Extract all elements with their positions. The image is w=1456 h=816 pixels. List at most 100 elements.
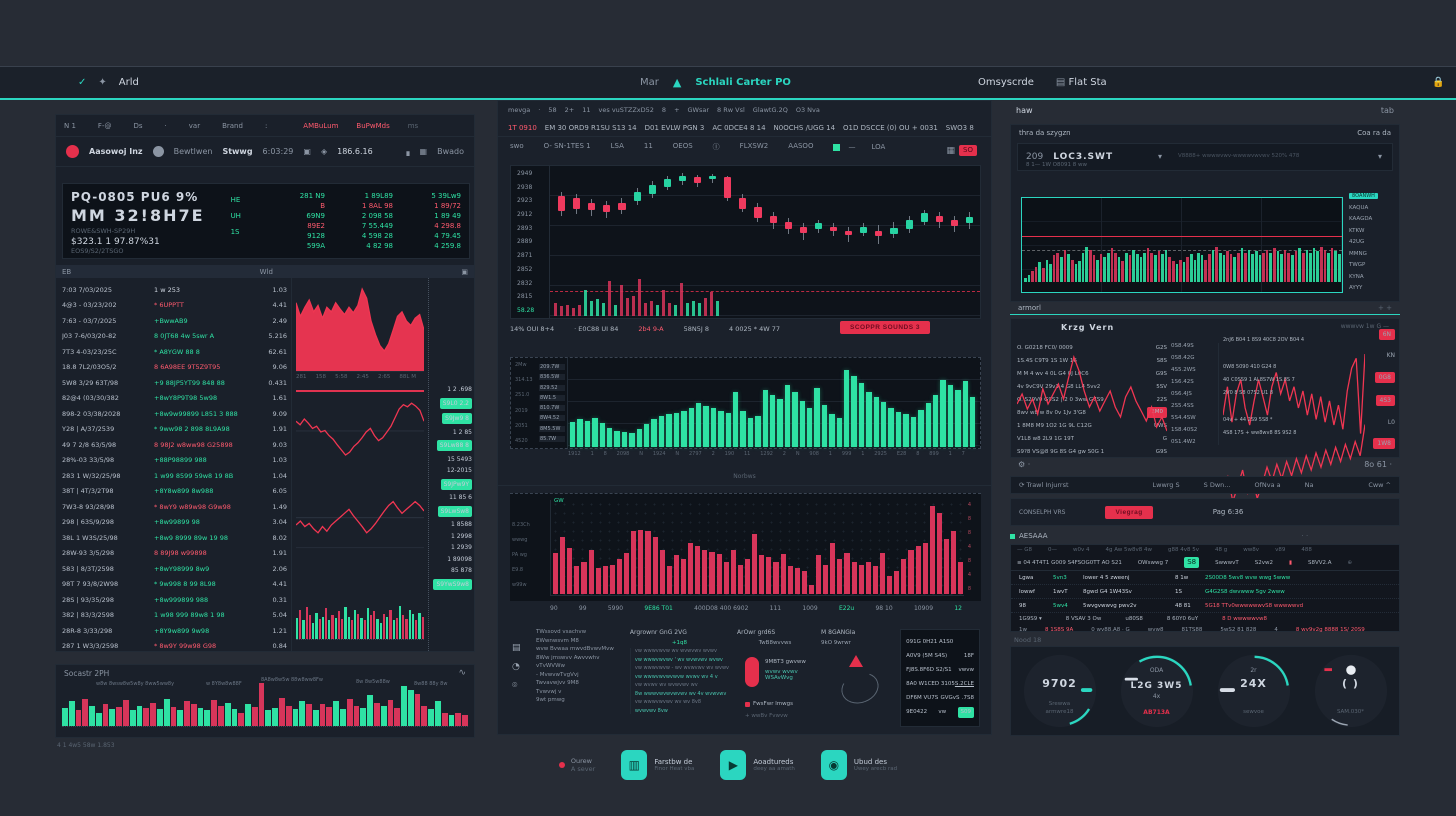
- footer-token[interactable]: u80S8: [1125, 616, 1143, 622]
- left-tab-alert[interactable]: BuPwMds: [356, 121, 390, 130]
- toolbar-item[interactable]: FLXSW2: [739, 142, 769, 150]
- left-tab[interactable]: var: [188, 121, 201, 130]
- filter-option[interactable]: S Dwn...: [1203, 481, 1231, 489]
- chevron-down-icon[interactable]: ▾: [1158, 152, 1163, 161]
- section-actions[interactable]: + +: [1378, 304, 1392, 312]
- record-badge[interactable]: SO: [959, 145, 977, 156]
- toolbar-token[interactable]: 488: [1301, 547, 1312, 553]
- table-row[interactable]: 38T | 4T/3/2T98 +8Y8w899 8w988 6.05: [62, 487, 287, 496]
- table-row[interactable]: Y28 | A/37/2539 * 9ww98 2 898 8L9A98 1.91: [62, 425, 287, 434]
- table-row[interactable]: 28%-03 33/5/98 +88P98899 988 1.03: [62, 456, 287, 465]
- nav-item[interactable]: +: [674, 106, 680, 114]
- left-tab-alert[interactable]: AMBuLum: [303, 121, 339, 130]
- table-row[interactable]: 49 7 2/8 63/5/98 8 98J2 w8ww98 G25898 9.03: [62, 440, 287, 449]
- left-tab[interactable]: F-@: [97, 121, 112, 130]
- table-row[interactable]: 283 1 W/32/25/98 1 w99 8599 59w8 19 8B 1.0…: [62, 471, 287, 480]
- footer-item-1[interactable]: ▥ Farstbw de Finor Heat vba: [621, 750, 694, 780]
- nav-item[interactable]: 2+: [564, 106, 575, 114]
- nav-item[interactable]: SWO3 8: [945, 123, 974, 132]
- left-tab[interactable]: Brand: [222, 121, 243, 130]
- footer-token[interactable]: 8 D wwwwwvw8: [1222, 616, 1268, 622]
- toolbar-item[interactable]: OEOS: [672, 142, 693, 150]
- table-row[interactable]: 98 5wv4 5wvgvwwvg pwv2v 48 81 5G18 TTv0wwwww…: [1011, 599, 1399, 613]
- filter-collapse[interactable]: Cww ^: [1368, 481, 1391, 489]
- table-row[interactable]: 382 | 83/3/2598 1 w98 999 89w8 1 98 5.04: [62, 611, 287, 620]
- nav-item[interactable]: D01 EVLW PGN 3: [644, 123, 705, 132]
- toolbar-token[interactable]: 48 g: [1215, 547, 1228, 553]
- nav-item[interactable]: 11: [582, 106, 591, 114]
- section-actions[interactable]: · ·: [1301, 532, 1309, 540]
- watchlist-header-left[interactable]: EB: [62, 267, 72, 276]
- symbol-dropdown[interactable]: 209 LOC3.SWT 8 1— 1W O8091 8 ww V8888+ w…: [1017, 143, 1393, 171]
- table-row[interactable]: 38L 1 W3S/25/98 +8w9 8999 89w 19 98 8.02: [62, 533, 287, 542]
- filter-option[interactable]: Lwwrg S: [1152, 481, 1180, 489]
- toolbar-item[interactable]: —: [848, 143, 856, 151]
- left-tab[interactable]: ·: [164, 121, 167, 130]
- table-row[interactable]: 98T 7 93/8/2W98 * 9w998 8 99 8L98 4.41: [62, 580, 287, 589]
- toolbar-token[interactable]: 4g Aw 5w8v8 4w: [1105, 547, 1153, 553]
- table-row[interactable]: 28S | 93/35/298 +8w999899 988 0.31: [62, 595, 287, 604]
- toolbar-token[interactable]: — G8: [1017, 547, 1033, 553]
- scrollbar[interactable]: [428, 278, 432, 651]
- nav-item[interactable]: ·: [538, 106, 541, 114]
- table-row[interactable]: 28R-8 3/33/298 +8Y9w899 9w98 1.21: [62, 626, 287, 635]
- filter-option[interactable]: OfNva a: [1254, 481, 1281, 489]
- nav-item[interactable]: 1T 0910: [508, 123, 537, 132]
- toolbar-token[interactable]: g88 4v8 5v: [1168, 547, 1200, 553]
- toolbar-token[interactable]: w0v 4: [1073, 547, 1090, 553]
- nav-item[interactable]: GlawtG.2Q: [752, 106, 788, 114]
- footer-token[interactable]: 1G9S9 ▾: [1019, 616, 1042, 622]
- depth-chart[interactable]: [1021, 197, 1343, 293]
- brand-label[interactable]: Arld: [118, 77, 139, 88]
- footer-item-3[interactable]: ◉ Ubud des Uwey arecb rad: [820, 750, 897, 780]
- toolbar-token[interactable]: 0—: [1048, 547, 1058, 553]
- table-row[interactable]: 7:03 7/03/2025 1 w 253 1.03: [62, 285, 287, 294]
- ticker-name[interactable]: Aasowoj Inz: [89, 147, 143, 156]
- filter-label[interactable]: ⟳ Trawl Injurrst: [1019, 481, 1069, 489]
- table-row[interactable]: 7W3-8 93/28/98 * 8wY9 w89w98 G9w98 1.49: [62, 502, 287, 511]
- nav-item[interactable]: AC 0DCE4 8 14: [712, 123, 766, 132]
- footer-item-2[interactable]: ▶ Aoadtureds deey aa amath: [720, 750, 795, 780]
- toolbar-item[interactable]: 11: [643, 142, 653, 150]
- table-row[interactable]: 5W8 3/29 63T/98 +9 88JP5YT99 848 88 0.431: [62, 378, 287, 387]
- filter-option[interactable]: Na: [1304, 481, 1314, 489]
- verify-button[interactable]: Viegrag: [1105, 505, 1153, 519]
- nav-item[interactable]: N0OCHS /UGG 14: [773, 123, 836, 132]
- toolbar-item[interactable]: swo: [510, 142, 524, 150]
- table-row[interactable]: 287 1 W3/3/2598 * 8w9Y 99w98 G98 0.84: [62, 642, 287, 651]
- toolbar-item[interactable]: AASOO: [788, 142, 814, 150]
- toolbar-item[interactable]: O- SN-1TES 1: [543, 142, 591, 150]
- layout-grid-icon[interactable]: ▦: [946, 145, 956, 156]
- toolbar-item[interactable]: LOA: [871, 143, 886, 151]
- stop-sounds-button[interactable]: SCOPPR SOUNDS 3: [840, 321, 930, 334]
- table-row[interactable]: Iowwf 1wvT 8gwd G4 1W43Sv 1S G4G2S8 dwvwww 5…: [1011, 585, 1399, 599]
- table-row[interactable]: J03 7-6/03/20-82 8 0JT68 4w 5swr A 5.216: [62, 332, 287, 341]
- table-row[interactable]: Lgwa 5vn3 Iower 4 5 zweenj 8 1w 2S00D8 5wv8 …: [1011, 571, 1399, 585]
- gear-icon[interactable]: ⚙ ·: [1018, 460, 1031, 469]
- table-row[interactable]: 7:63 - 03/7/2025 +BwwAB9 2.49: [62, 316, 287, 325]
- ticker-action[interactable]: Bwado: [437, 147, 464, 156]
- nav-item[interactable]: 8: [661, 106, 667, 114]
- left-tab-alert[interactable]: ms: [407, 121, 419, 130]
- table-row[interactable]: 898-2 03/38/2028 +8w9w99899 L851 3 888 9.0…: [62, 409, 287, 418]
- nav-item[interactable]: ves vuSTZZxD52: [598, 106, 654, 114]
- table-row[interactable]: 298 | 63S/9/298 +8w99899 98 3.04: [62, 518, 287, 527]
- table-row[interactable]: 7T3 4-03/23/25C * A8YGW 88 8 62.61: [62, 347, 287, 356]
- volume-bar-chart[interactable]: 2Mw 314.13 251.0 2019 2051 4520 209.7W 836.5W 8…: [510, 357, 981, 449]
- nav-flat-sta[interactable]: Flat Sta: [1068, 77, 1107, 88]
- overview-link[interactable]: Coa ra da: [1357, 129, 1391, 137]
- nav-item[interactable]: O3 Nva: [795, 106, 820, 114]
- watchlist-header-icon[interactable]: ▣: [461, 267, 468, 276]
- left-tab[interactable]: N 1: [64, 121, 76, 130]
- toolbar-token[interactable]: v89: [1275, 547, 1286, 553]
- table-row[interactable]: 583 | 8/3T/2598 +8wY98999 8w9 2.06: [62, 564, 287, 573]
- chevron-down-icon[interactable]: ▾: [1377, 152, 1382, 161]
- right-tab[interactable]: tab: [1380, 106, 1394, 115]
- nav-item[interactable]: 8 Rw Vsl: [717, 106, 745, 114]
- table-row[interactable]: 18.8 7L2/03O5/2 8 6A98EE 9T5Z9T95 9.06: [62, 363, 287, 372]
- candlestick-chart[interactable]: 2949 2938 2923 2912 2893 2889 2871 2852 2832 2815…: [510, 165, 981, 319]
- trade-log-table[interactable]: 7:03 7/03/2025 1 w 253 1.03 4@3 - 03/23/202…: [56, 278, 292, 651]
- toolbar-token[interactable]: ww8v: [1243, 547, 1260, 553]
- left-tab[interactable]: :: [264, 121, 268, 130]
